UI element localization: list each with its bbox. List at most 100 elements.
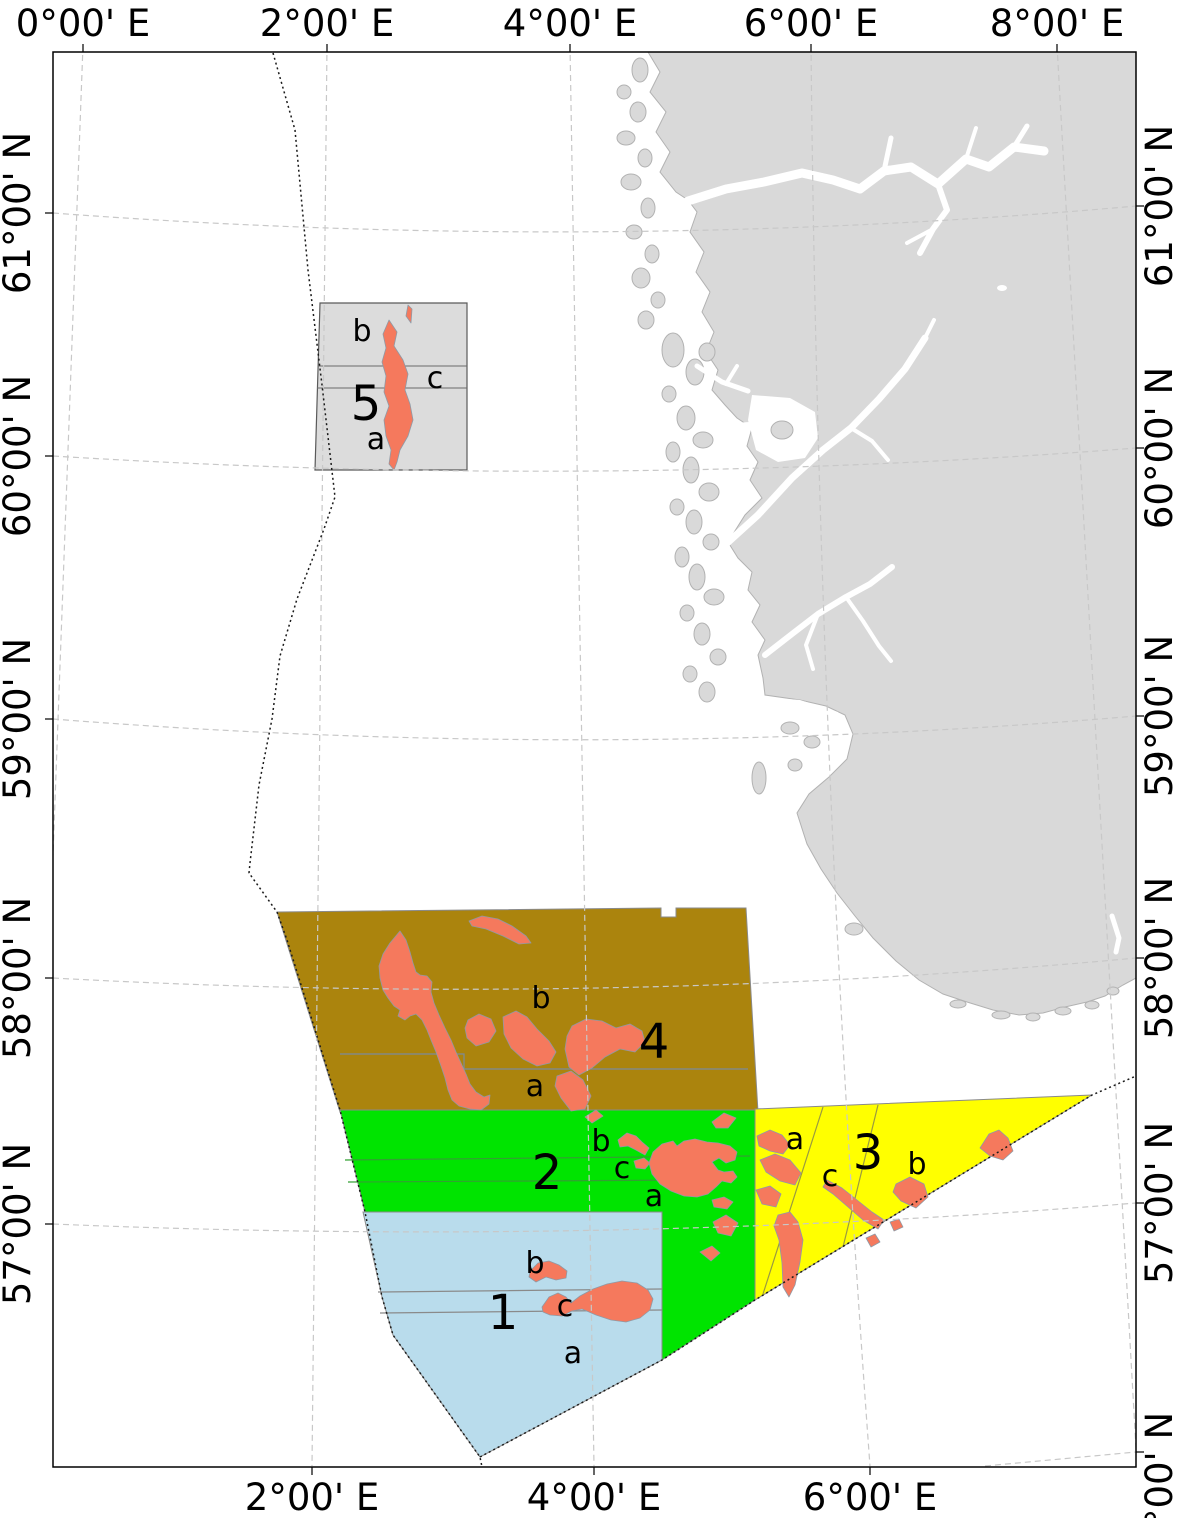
island: [991, 1010, 1011, 1020]
field-patch: [502, 1010, 557, 1067]
fjord: [964, 126, 978, 161]
island: [949, 999, 967, 1009]
field-patch: [378, 930, 491, 1111]
island: [676, 405, 696, 431]
fjords: [683, 123, 1122, 955]
zone-4-a-label: a: [526, 1069, 544, 1104]
field-patch: [617, 1132, 650, 1156]
top-axis-label: 0°00' E: [16, 2, 150, 45]
field-patch: [759, 1153, 802, 1186]
island: [679, 604, 695, 622]
field-patch: [711, 1196, 734, 1210]
fjord: [721, 334, 929, 549]
island: [682, 665, 698, 683]
island: [629, 101, 647, 123]
island: [780, 721, 800, 735]
fjord: [917, 181, 950, 256]
zone-labels: b c 5 a b 4 a b 2 c a a 3 c b b 1 c a: [351, 314, 927, 1371]
island: [685, 509, 703, 535]
fjord: [1011, 123, 1030, 150]
island: [698, 482, 720, 502]
island: [803, 735, 821, 749]
fjord: [844, 595, 893, 663]
meridian-8e: [1056, 52, 1136, 1459]
right-axis-label: 57°00' N: [1138, 1122, 1181, 1284]
fjord: [881, 135, 894, 174]
map-area: b c 5 a b 4 a b 2 c a a 3 c b b 1 c a: [53, 52, 1136, 1467]
island: [1054, 1006, 1072, 1016]
meridian-2e: [311, 52, 328, 1467]
island: [661, 332, 685, 368]
graticule: [53, 52, 1136, 1467]
parallel-60n: [53, 447, 1136, 472]
island: [1106, 986, 1120, 996]
island: [661, 385, 677, 403]
zone-1-c-label: c: [557, 1289, 574, 1324]
left-axis-label: 58°00' N: [0, 897, 39, 1059]
boundary-line: [248, 52, 1136, 1467]
fjord: [694, 363, 751, 394]
zone-2-b-label: b: [591, 1124, 610, 1159]
left-axis-label: 60°00' N: [0, 375, 39, 537]
lake: [997, 285, 1007, 291]
zone-1-a-label: a: [564, 1336, 582, 1371]
island: [669, 498, 685, 516]
field-patch: [756, 1129, 791, 1155]
zone-1-number: 1: [488, 1285, 519, 1341]
fjord: [697, 422, 753, 431]
fjord: [923, 318, 936, 340]
zone-3-b-label: b: [907, 1147, 926, 1182]
field-patch: [464, 1013, 497, 1047]
zone-2-number: 2: [532, 1145, 563, 1201]
island: [631, 57, 649, 83]
meridian-0e: [53, 52, 84, 856]
zone-4-number: 4: [639, 1014, 670, 1070]
zone-4-divider: [340, 1053, 748, 1070]
zone-4-b-label: b: [531, 981, 550, 1016]
island: [620, 173, 642, 191]
zone-3-c-label: c: [822, 1159, 839, 1194]
fjord: [1109, 913, 1122, 955]
right-axis-label: 60°00' N: [1138, 367, 1181, 529]
island: [703, 588, 725, 606]
fjord: [905, 227, 935, 245]
field-patch: [564, 1018, 646, 1076]
field-patch: [648, 1138, 738, 1198]
island: [616, 130, 636, 146]
island: [770, 420, 794, 440]
left-axis-label: 57°00' N: [0, 1143, 39, 1305]
island: [688, 563, 706, 591]
island: [665, 441, 681, 463]
axis-ticks: [45, 44, 1144, 1475]
field-patch: [755, 1185, 782, 1208]
island: [637, 148, 653, 168]
island: [692, 431, 714, 449]
right-axis-label: 61°00' N: [1138, 125, 1181, 287]
top-axis-label: 4°00' E: [503, 2, 637, 45]
field-patch: [528, 1260, 568, 1283]
field-patch: [865, 1233, 881, 1248]
field-patches: [378, 304, 1014, 1323]
right-axis-label: 56°00' N: [1138, 1412, 1181, 1518]
parallel-58n: [53, 957, 1136, 990]
fjord: [804, 612, 820, 671]
island: [685, 358, 705, 386]
island: [698, 681, 716, 703]
zone-5-a-label: a: [367, 422, 385, 457]
field-patch: [468, 915, 532, 945]
zone-3-a-label: a: [786, 1122, 804, 1157]
island: [787, 758, 803, 772]
field-patch: [699, 1245, 721, 1262]
island: [640, 197, 656, 219]
top-axis-label: 8°00' E: [990, 2, 1124, 45]
zone-3-divider: [762, 1104, 879, 1295]
island: [644, 244, 660, 264]
zone-2-c-label: c: [614, 1151, 631, 1186]
island: [709, 648, 727, 666]
zone-1-b-label: b: [525, 1246, 544, 1281]
bottom-axis-label: 6°00' E: [803, 1476, 937, 1518]
island: [650, 291, 666, 309]
field-patch: [711, 1112, 737, 1129]
